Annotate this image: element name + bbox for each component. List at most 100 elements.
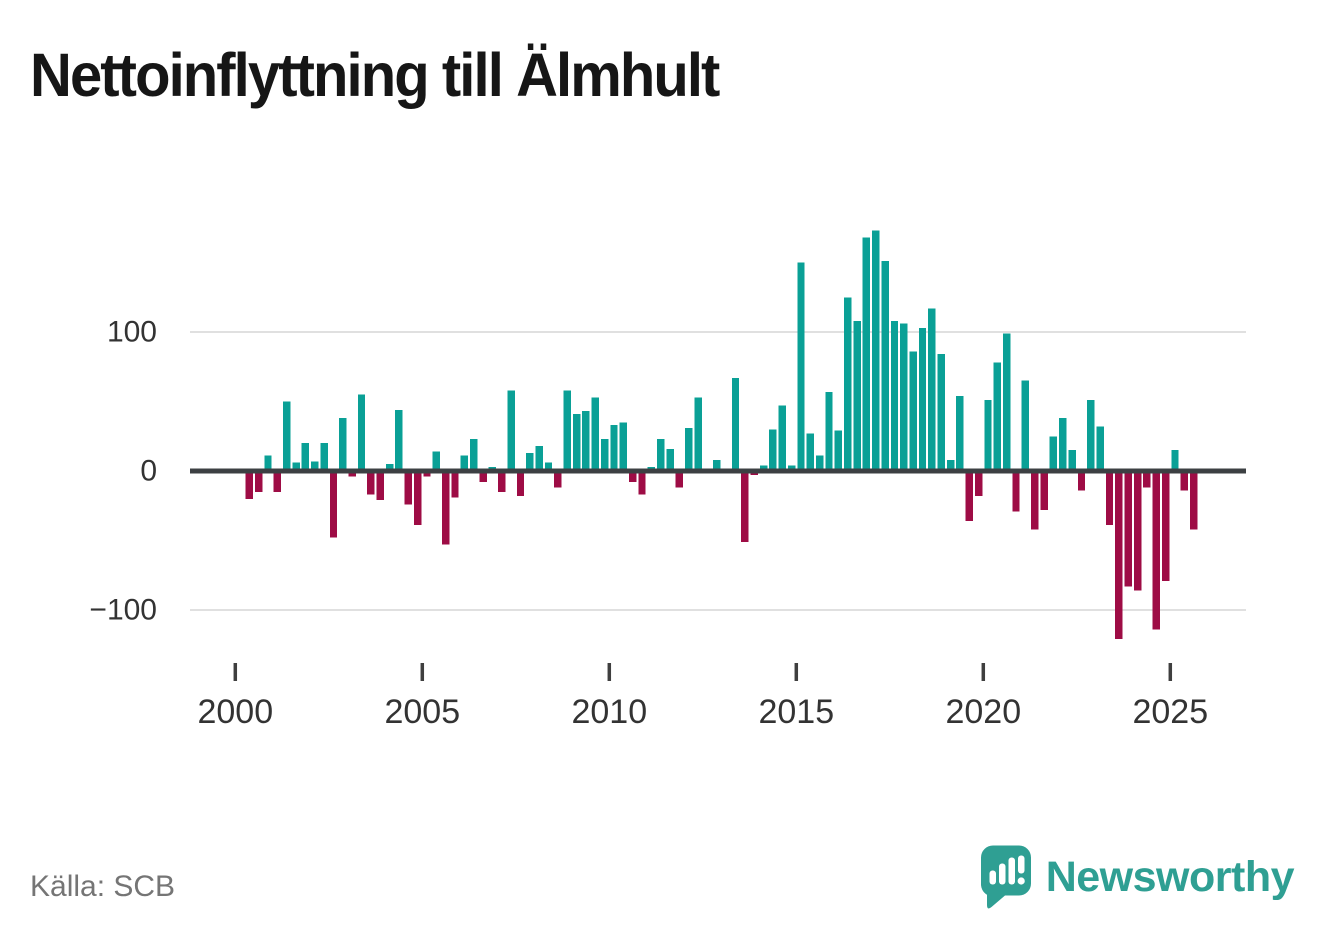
bar — [993, 362, 1002, 471]
bar — [1059, 418, 1067, 471]
bar — [881, 261, 889, 471]
bar — [1161, 471, 1170, 581]
bar — [778, 405, 786, 471]
bar — [1012, 471, 1020, 512]
bar — [572, 414, 581, 471]
bar — [1115, 471, 1123, 640]
bar — [273, 471, 282, 492]
bar — [451, 471, 459, 498]
bar — [1133, 471, 1142, 591]
bar — [1031, 471, 1039, 530]
bar — [1180, 471, 1189, 491]
bar — [638, 471, 646, 495]
bar — [301, 443, 310, 471]
bar — [470, 439, 478, 471]
bar — [311, 461, 319, 471]
bar — [946, 459, 955, 471]
bar — [329, 471, 338, 538]
bar — [685, 427, 693, 471]
bar — [1087, 400, 1095, 471]
bar — [1152, 471, 1160, 630]
newsworthy-brand-name: Newsworthy — [1045, 853, 1295, 901]
bar — [853, 320, 861, 471]
logo-exclamation-bar — [1017, 855, 1025, 874]
bar — [1021, 380, 1030, 471]
bar — [348, 471, 356, 477]
x-tick-label: 2015 — [758, 693, 834, 731]
bar — [1124, 471, 1132, 587]
bar — [1143, 471, 1151, 488]
bar — [591, 397, 599, 471]
bar — [600, 439, 609, 471]
x-tick-label: 2000 — [197, 693, 273, 731]
bar — [1077, 471, 1086, 491]
bar — [395, 409, 403, 471]
bar — [610, 425, 618, 471]
bar — [909, 351, 917, 471]
bar — [1068, 450, 1076, 471]
bar — [535, 445, 543, 471]
bar — [376, 471, 384, 501]
gridlines — [190, 331, 1246, 611]
bar — [582, 411, 590, 471]
bar — [844, 297, 852, 471]
bar — [357, 394, 366, 471]
x-tick-label: 2025 — [1132, 693, 1208, 731]
bar — [825, 391, 833, 471]
bar — [339, 418, 347, 471]
bar — [731, 377, 740, 471]
bar — [956, 395, 964, 471]
bar — [1040, 471, 1048, 510]
bar — [918, 327, 927, 471]
bar — [254, 471, 263, 492]
bar — [498, 471, 506, 492]
logo-exclamation-dot — [1017, 877, 1025, 885]
bar — [769, 429, 777, 471]
bar — [974, 471, 983, 497]
bar — [563, 390, 571, 471]
bar — [479, 471, 487, 483]
bar — [759, 465, 768, 471]
bar — [1171, 450, 1179, 471]
bar — [937, 354, 945, 471]
bar — [1105, 471, 1114, 526]
bar — [890, 320, 899, 471]
bar — [526, 452, 534, 471]
bar — [432, 451, 441, 471]
y-tick-label: 100 — [107, 316, 157, 349]
bar — [628, 471, 637, 483]
bar — [292, 462, 300, 471]
bar — [264, 455, 272, 471]
axes: 100 0 −100 2000 2005 2010 2015 2020 2025 — [89, 316, 1246, 731]
bar — [516, 471, 525, 497]
bar — [1189, 471, 1198, 530]
newsworthy-brand-link[interactable]: Newsworthy — [980, 845, 1295, 910]
bar — [815, 455, 824, 471]
bar — [657, 439, 665, 471]
y-tick-label: 0 — [140, 455, 157, 488]
bar — [900, 323, 908, 471]
bar — [872, 230, 880, 471]
x-tick-label: 2020 — [945, 693, 1021, 731]
bar — [423, 471, 431, 477]
page-title: Nettoinflyttning till Älmhult — [30, 41, 720, 109]
bar — [694, 397, 702, 471]
bar — [965, 471, 973, 522]
bar — [507, 390, 515, 471]
source-label: Källa: SCB — [30, 870, 176, 903]
bar — [320, 443, 328, 471]
bar — [367, 471, 375, 495]
bar — [1096, 426, 1104, 471]
bar — [245, 471, 254, 499]
bar — [862, 237, 871, 471]
x-tick-label: 2005 — [384, 693, 460, 731]
bar — [441, 471, 450, 545]
x-tick-label: 2010 — [571, 693, 647, 731]
bar — [413, 471, 422, 526]
bar — [928, 308, 936, 471]
bar — [834, 430, 843, 471]
logo-bar-tall — [1008, 857, 1015, 885]
logo-bar-mid — [998, 863, 1006, 885]
bar — [666, 448, 674, 471]
